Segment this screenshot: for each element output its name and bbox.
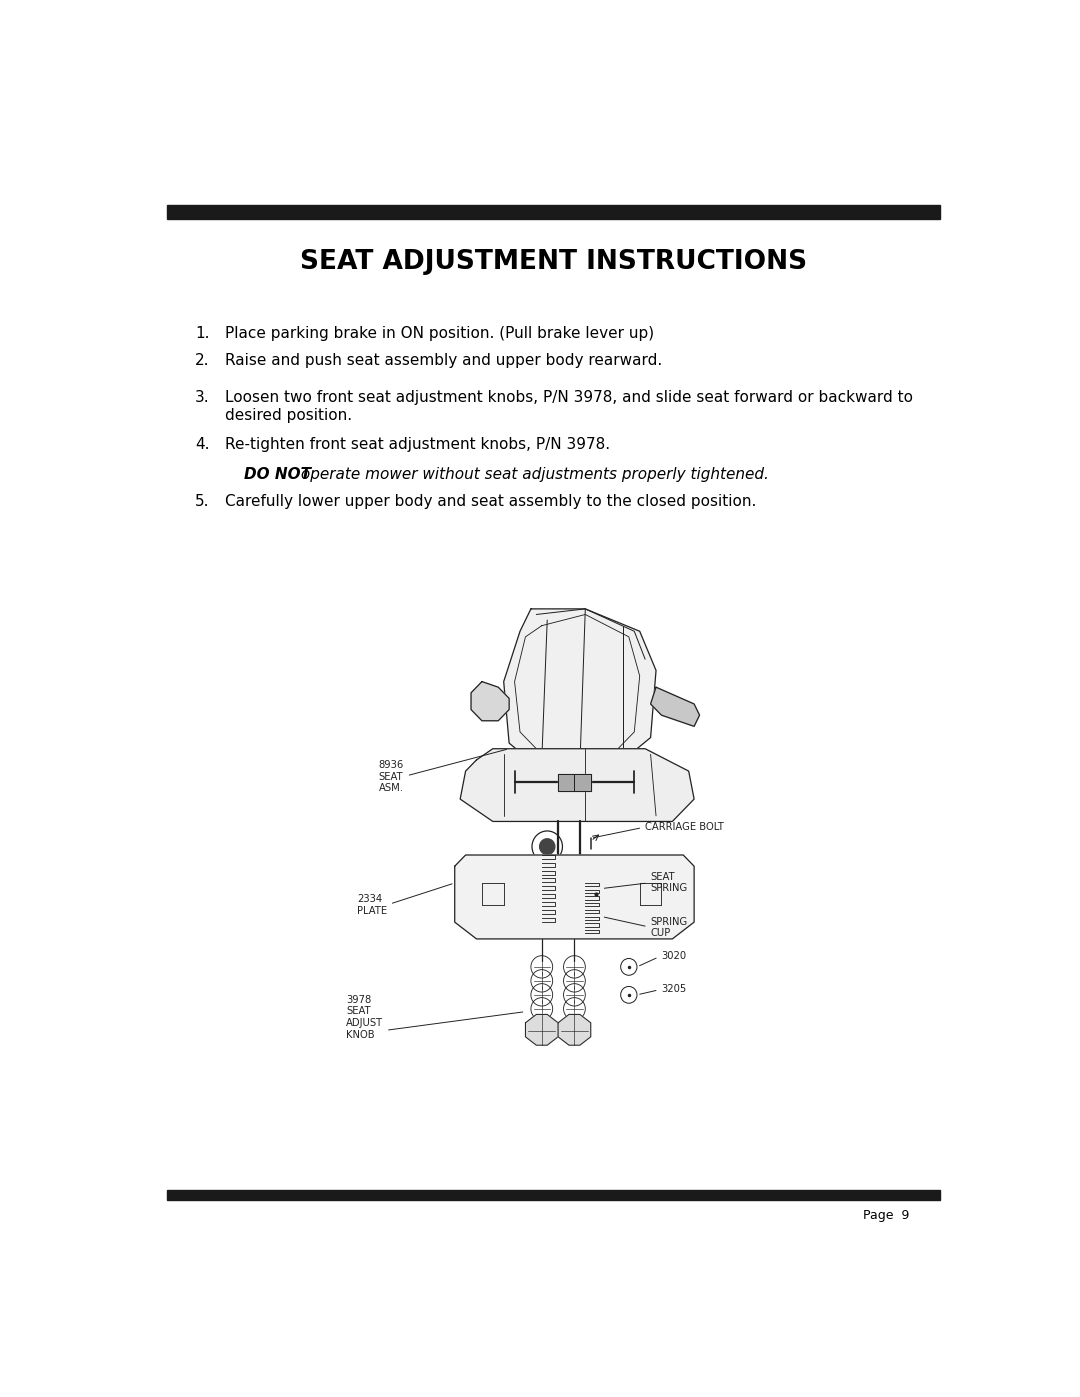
Text: DO NOT: DO NOT: [244, 467, 311, 482]
Text: 4.: 4.: [195, 437, 210, 451]
Text: Carefully lower upper body and seat assembly to the closed position.: Carefully lower upper body and seat asse…: [226, 493, 757, 509]
Bar: [166, 1190, 941, 1200]
Text: SEAT ADJUSTMENT INSTRUCTIONS: SEAT ADJUSTMENT INSTRUCTIONS: [300, 249, 807, 275]
Text: 1.: 1.: [195, 326, 210, 341]
Text: Raise and push seat assembly and upper body rearward.: Raise and push seat assembly and upper b…: [226, 352, 663, 367]
Text: 2.: 2.: [195, 352, 210, 367]
Text: Re-tighten front seat adjustment knobs, P/N 3978.: Re-tighten front seat adjustment knobs, …: [226, 437, 610, 451]
Text: 3.: 3.: [195, 390, 210, 405]
Bar: [166, 205, 941, 219]
Text: operate mower without seat adjustments properly tightened.: operate mower without seat adjustments p…: [296, 467, 769, 482]
Text: Place parking brake in ON position. (Pull brake lever up): Place parking brake in ON position. (Pul…: [226, 326, 654, 341]
Text: Loosen two front seat adjustment knobs, P/N 3978, and slide seat forward or back: Loosen two front seat adjustment knobs, …: [226, 390, 914, 423]
Text: Page  9: Page 9: [863, 1208, 909, 1222]
Text: 5.: 5.: [195, 493, 210, 509]
